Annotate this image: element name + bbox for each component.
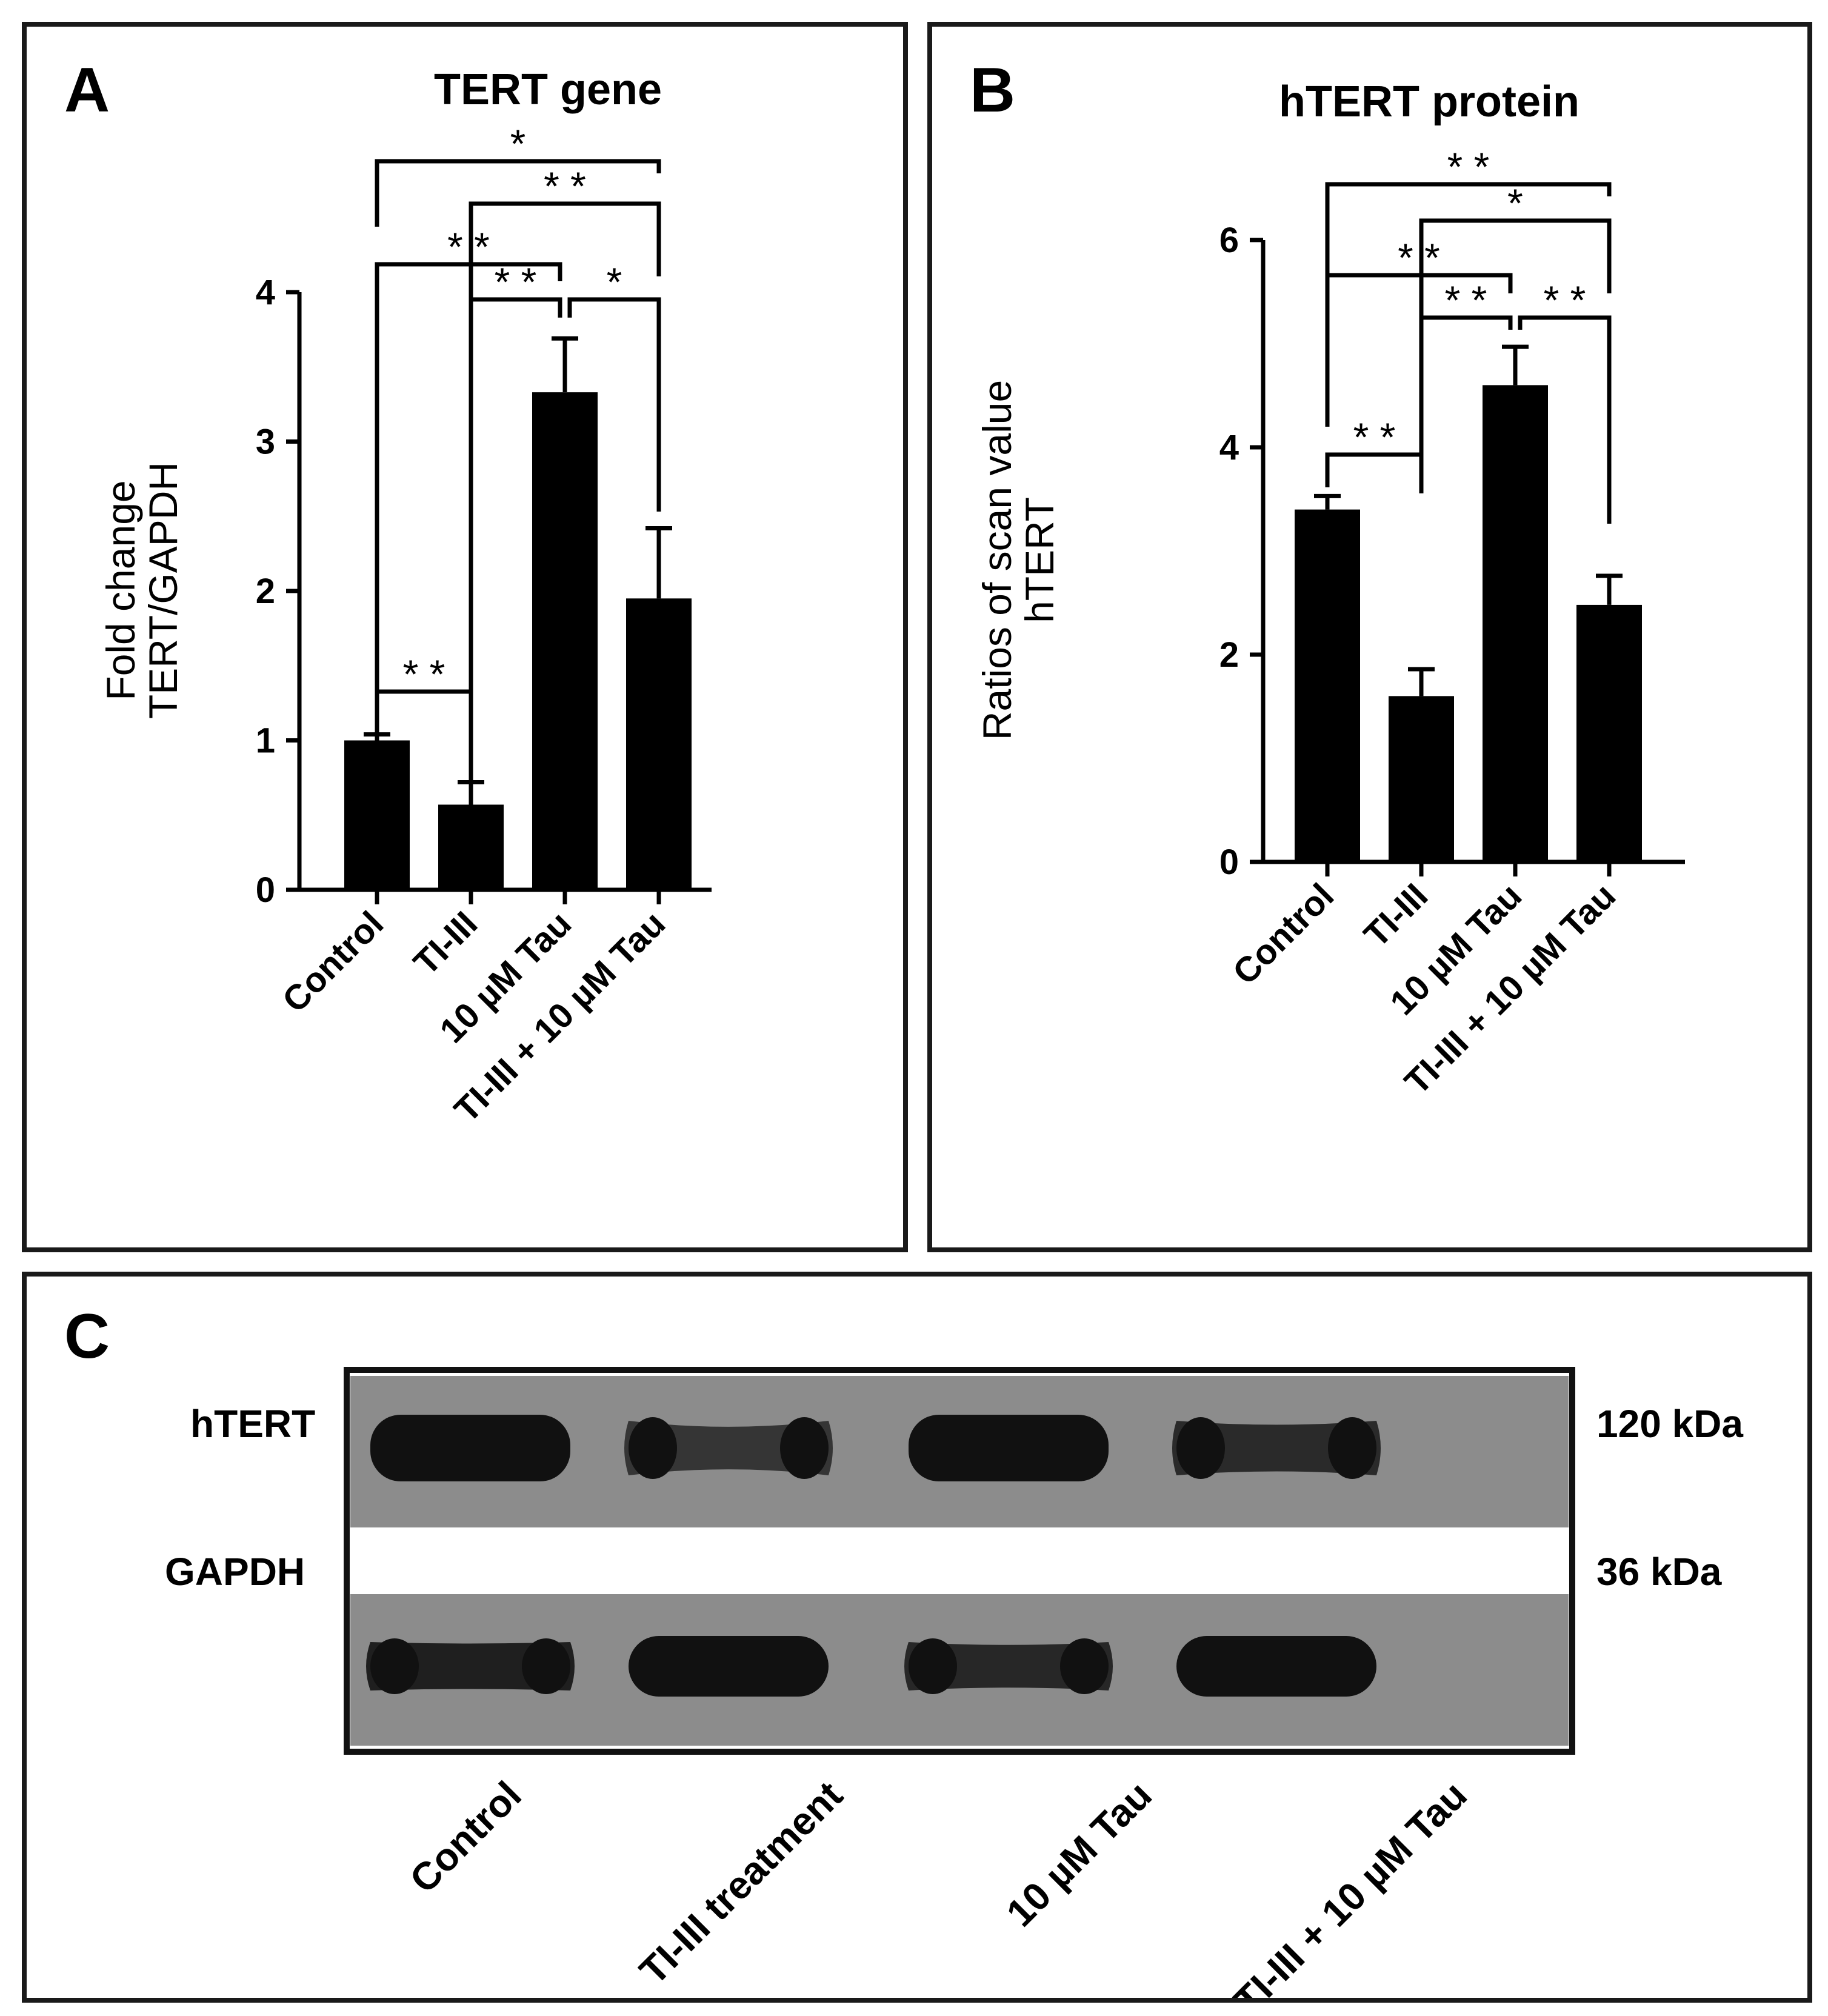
blot-row-label-htert: hTERT xyxy=(190,1402,316,1446)
bar-ti-iii-10-m-tau xyxy=(626,598,692,890)
x-tick-label-control: Control xyxy=(275,904,391,1020)
significance-bracket xyxy=(469,201,661,784)
lane-label-ti-iii-treatment: TI-III treatment xyxy=(631,1773,851,1993)
bar-10-m-tau xyxy=(1483,385,1548,862)
significance-label: * * xyxy=(1353,415,1396,459)
significance-bracket xyxy=(1419,218,1612,475)
significance-bracket xyxy=(567,297,661,512)
y-tick-label-4: 4 xyxy=(256,273,275,312)
significance-label: * * xyxy=(1544,278,1586,322)
significance-bracket xyxy=(1518,315,1612,524)
bar-ti-iii xyxy=(1389,696,1454,862)
y-tick-label-1: 1 xyxy=(256,721,275,761)
lane-label-10-m-tau: 10 µM Tau xyxy=(998,1773,1160,1935)
significance-label: * * xyxy=(544,164,586,209)
bar-control xyxy=(1295,509,1360,862)
band-gapdh-control xyxy=(366,1638,575,1694)
panel-b-label: B xyxy=(970,55,1016,125)
y-tick-label-4: 4 xyxy=(1219,428,1239,467)
band-htert-ti-iii-10-m-tau xyxy=(1172,1417,1381,1479)
bar-ti-iii xyxy=(438,804,504,890)
chart-title: TERT gene xyxy=(434,65,662,114)
x-tick-label-ti-iii: TI-III xyxy=(406,904,485,983)
bar-control xyxy=(344,740,410,890)
y-axis-label-line-2: TERT/GAPDH xyxy=(141,462,185,719)
panel-c-western-blot: C hTERT GAPDH 120 kDa 36 kDa Control TI-I… xyxy=(22,1272,1812,2016)
x-tick-label-control: Control xyxy=(1225,876,1341,992)
blot-size-label-htert: 120 kDa xyxy=(1596,1402,1743,1446)
significance-bracket xyxy=(375,262,562,742)
band-htert-10-m-tau xyxy=(909,1415,1109,1481)
x-tick-label-ti-iii: TI-III xyxy=(1356,876,1435,955)
band-gapdh-10-m-tau xyxy=(904,1638,1113,1694)
significance-label: * * xyxy=(1445,278,1487,322)
panel-c-label: C xyxy=(64,1301,110,1372)
significance-bracket xyxy=(1325,452,1424,493)
significance-label: * xyxy=(1507,181,1523,225)
significance-label: * xyxy=(510,121,526,166)
significance-bracket xyxy=(1325,182,1612,427)
chart-title: hTERT protein xyxy=(1279,78,1579,126)
y-axis-label-line-1: Fold change xyxy=(98,480,143,700)
band-htert-ti-iii-treatment xyxy=(624,1417,833,1479)
significance-label: * * xyxy=(403,652,445,696)
y-tick-label-2: 2 xyxy=(1219,635,1239,675)
blot-row-label-gapdh: GAPDH xyxy=(165,1550,305,1594)
y-tick-label-0: 0 xyxy=(1219,843,1239,882)
panel-b: B hTERT protein Ratios of scan value hTERT… xyxy=(927,22,1812,1252)
significance-label: * * xyxy=(1398,235,1440,280)
y-axis-label-line-1: Ratios of scan value xyxy=(975,380,1019,740)
band-htert-control xyxy=(370,1415,570,1481)
y-tick-label-3: 3 xyxy=(256,422,275,462)
y-tick-label-0: 0 xyxy=(256,870,275,910)
significance-bracket xyxy=(375,689,473,748)
blot-size-label-gapdh: 36 kDa xyxy=(1596,1550,1722,1594)
panel-a: A TERT gene Fold change TERT/GAPDH 0 1 2 3 4 Con… xyxy=(22,22,908,1252)
significance-bracket xyxy=(375,159,661,227)
panel-a-label: A xyxy=(64,55,110,125)
western-blot-image: Control TI-III treatment 10 µM Tau TI-III +… xyxy=(344,1367,1575,2016)
lane-label-ti-iii-10-m-tau: TI-III + 10 µM Tau xyxy=(1226,1773,1475,1998)
y-tick-label-6: 6 xyxy=(1219,221,1239,260)
band-gapdh-ti-iii-10-m-tau xyxy=(1176,1636,1376,1697)
bar-ti-iii-10-m-tau xyxy=(1576,604,1642,862)
significance-label: * * xyxy=(1447,144,1490,189)
significance-label: * * xyxy=(447,224,490,269)
band-gapdh-ti-iii-treatment xyxy=(629,1636,829,1697)
lane-label-control: Control xyxy=(401,1773,530,1901)
significance-label: * xyxy=(607,259,622,304)
significance-label: * * xyxy=(495,259,537,304)
bar-10-m-tau xyxy=(532,392,598,890)
y-axis-label-line-2: hTERT xyxy=(1017,497,1062,623)
y-tick-label-2: 2 xyxy=(256,572,275,611)
